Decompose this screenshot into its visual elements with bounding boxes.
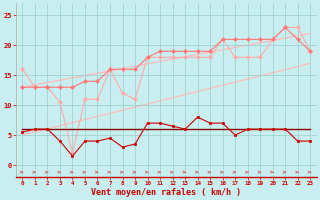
X-axis label: Vent moyen/en rafales ( km/h ): Vent moyen/en rafales ( km/h ): [91, 188, 241, 197]
